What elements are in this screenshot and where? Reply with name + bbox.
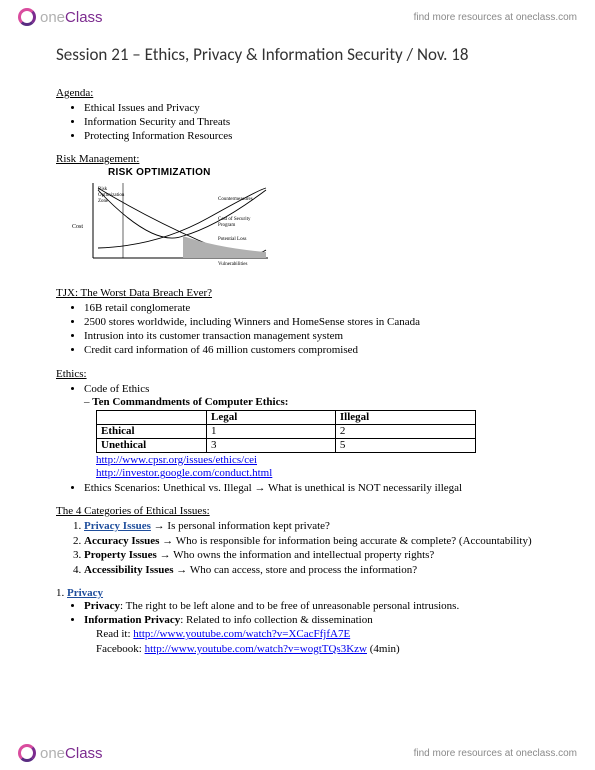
property-issues-term: Property Issues (84, 549, 157, 561)
privacy-def-term: Privacy (84, 600, 120, 612)
table-cell: 1 (207, 424, 336, 438)
list-item: Protecting Information Resources (84, 129, 555, 143)
table-header-blank (97, 410, 207, 424)
list-item: 2500 stores worldwide, including Winners… (84, 315, 555, 329)
facebook-tail: (4min) (367, 643, 400, 655)
list-item: Intrusion into its customer transaction … (84, 329, 555, 343)
risk-chart-title: RISK OPTIMIZATION (108, 167, 555, 178)
oneclass-logo-footer: oneClass (18, 744, 103, 762)
table-cell: Unethical (97, 438, 207, 452)
ten-commandments-label: – Ten Commandments of Computer Ethics: (84, 396, 555, 408)
risk-optimization-chart: Cost Risk Optimization Zone Countermeasu… (68, 178, 278, 268)
table-cell: 3 (207, 438, 336, 452)
risk-heading: Risk Management: (56, 153, 555, 165)
privacy-term: Privacy (67, 587, 103, 599)
read-it-line: Read it: http://www.youtube.com/watch?v=… (56, 627, 555, 641)
logo-text-class: Class (65, 745, 103, 762)
list-item: Property Issues → Who owns the informati… (84, 548, 555, 563)
privacy-def-rest: : The right to be left alone and to be f… (120, 600, 459, 612)
svg-text:Countermeasures: Countermeasures (218, 197, 253, 202)
privacy-num: 1. (56, 587, 67, 599)
categories-heading: The 4 Categories of Ethical Issues: (56, 505, 555, 517)
svg-text:Vulnerabilities: Vulnerabilities (218, 262, 247, 267)
list-item: Accessibility Issues → Who can access, s… (84, 563, 555, 578)
accuracy-issues-term: Accuracy Issues (84, 535, 159, 547)
table-row: Legal Illegal (97, 410, 476, 424)
logo-text-one: one (40, 745, 65, 762)
info-privacy-term: Information Privacy (84, 614, 180, 626)
table-row: Ethical 1 2 (97, 424, 476, 438)
table-header-legal: Legal (207, 410, 336, 424)
facebook-link[interactable]: http://www.youtube.com/watch?v=wogtTQs3K… (145, 643, 367, 655)
property-issues-rest: → Who owns the information and intellect… (157, 549, 434, 561)
agenda-heading: Agenda: (56, 87, 555, 99)
tagline-top: find more resources at oneclass.com (414, 12, 577, 23)
ethics-quadrant-table: Legal Illegal Ethical 1 2 Unethical 3 5 (96, 410, 476, 453)
accuracy-issues-rest: → Who is responsible for information bei… (159, 535, 531, 547)
logo-text-class: Class (65, 9, 103, 26)
tjx-heading: TJX: The Worst Data Breach Ever? (56, 287, 555, 299)
ethics-link-google[interactable]: http://investor.google.com/conduct.html (96, 467, 272, 479)
svg-text:Potential Loss: Potential Loss (218, 237, 247, 242)
ethics-link-cpsr[interactable]: http://www.cpsr.org/issues/ethics/cei (96, 454, 257, 466)
facebook-label: Facebook: (96, 643, 145, 655)
table-header-illegal: Illegal (335, 410, 475, 424)
read-it-label: Read it: (96, 628, 133, 640)
list-item: 16B retail conglomerate (84, 301, 555, 315)
list-item: Privacy Issues → Is personal information… (84, 519, 555, 534)
svg-text:Cost: Cost (72, 224, 83, 230)
list-item: Code of Ethics (84, 382, 555, 396)
logo-text-one: one (40, 9, 65, 26)
svg-text:Program: Program (218, 223, 235, 228)
list-item: Information Privacy: Related to info col… (84, 613, 555, 627)
categories-list: Privacy Issues → Is personal information… (56, 519, 555, 577)
privacy-list: Privacy: The right to be left alone and … (56, 599, 555, 627)
page-footer: oneClass find more resources at oneclass… (0, 736, 595, 770)
agenda-list: Ethical Issues and Privacy Information S… (56, 101, 555, 143)
table-cell: Ethical (97, 424, 207, 438)
page-header: oneClass find more resources at oneclass… (0, 0, 595, 34)
accessibility-issues-term: Accessibility Issues (84, 564, 174, 576)
table-cell: 2 (335, 424, 475, 438)
list-item: Information Security and Threats (84, 115, 555, 129)
facebook-line: Facebook: http://www.youtube.com/watch?v… (56, 642, 555, 656)
list-item: Credit card information of 46 million cu… (84, 343, 555, 357)
privacy-issues-rest: → Is personal information kept private? (151, 520, 330, 532)
list-item: Ethical Issues and Privacy (84, 101, 555, 115)
list-item: Ethics Scenarios: Unethical vs. Illegal … (84, 481, 555, 495)
ethics-list: Code of Ethics (56, 382, 555, 396)
table-cell: 5 (335, 438, 475, 452)
logo-ring-icon (18, 744, 36, 762)
accessibility-issues-rest: → Who can access, store and process the … (174, 564, 418, 576)
ethics-scenarios-list: Ethics Scenarios: Unethical vs. Illegal … (56, 481, 555, 495)
privacy-section-heading: 1. Privacy (56, 587, 555, 599)
tagline-bottom: find more resources at oneclass.com (414, 748, 577, 759)
list-item: Accuracy Issues → Who is responsible for… (84, 534, 555, 549)
info-privacy-rest: : Related to info collection & dissemina… (180, 614, 372, 626)
logo-ring-icon (18, 8, 36, 26)
table-row: Unethical 3 5 (97, 438, 476, 452)
ethics-heading: Ethics: (56, 368, 555, 380)
tjx-list: 16B retail conglomerate 2500 stores worl… (56, 301, 555, 357)
document-body: Session 21 – Ethics, Privacy & Informati… (56, 44, 555, 730)
svg-text:Cost of Security: Cost of Security (218, 217, 251, 222)
privacy-issues-term: Privacy Issues (84, 520, 151, 532)
oneclass-logo: oneClass (18, 8, 103, 26)
page-title: Session 21 – Ethics, Privacy & Informati… (56, 44, 555, 65)
read-it-link[interactable]: http://www.youtube.com/watch?v=XCacFfjfA… (133, 628, 350, 640)
ten-commandments-text: Ten Commandments of Computer Ethics: (92, 396, 288, 408)
list-item: Privacy: The right to be left alone and … (84, 599, 555, 613)
